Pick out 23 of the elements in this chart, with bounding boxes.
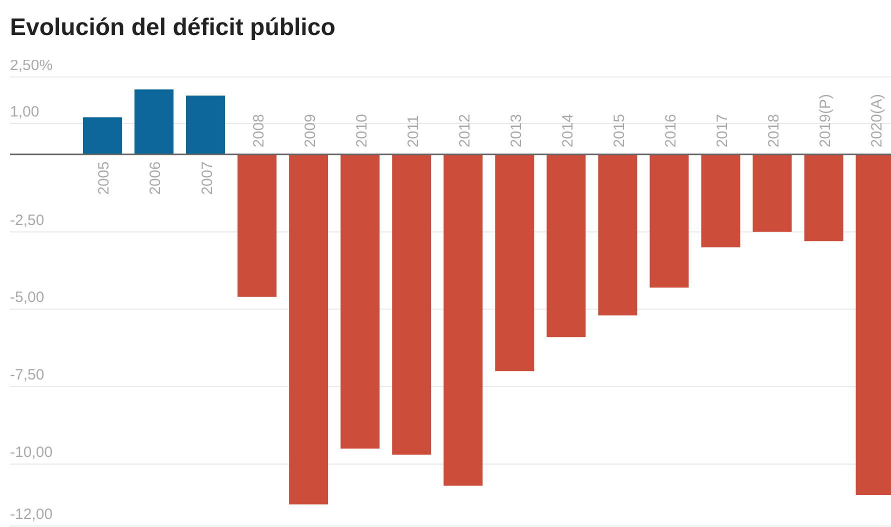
- x-tick-label: 2018: [766, 114, 783, 148]
- x-tick-label: 2009: [302, 114, 319, 148]
- x-tick-label: 2012: [456, 114, 474, 148]
- y-tick-label: -2,50: [10, 212, 44, 229]
- x-tick-label: 2007: [198, 161, 216, 195]
- x-tick-label: 2011: [404, 115, 422, 148]
- chart-title: Evolución del déficit público: [10, 14, 336, 41]
- y-tick-label: -7,50: [10, 366, 44, 384]
- x-tick-label: 2008: [250, 114, 268, 148]
- x-tick-label: 2017: [714, 114, 731, 148]
- x-tick-label: 2019(P): [817, 94, 834, 148]
- x-tick-label: 2005: [96, 161, 113, 195]
- y-tick-label: -5,00: [10, 289, 44, 306]
- y-tick-label: -12,00: [10, 506, 53, 523]
- x-tick-label: 2010: [353, 114, 370, 148]
- x-tick-label: 2014: [559, 114, 576, 148]
- x-tick-label: 2015: [610, 114, 628, 148]
- y-tick-label: 1,00: [10, 103, 40, 120]
- x-tick-label: 2020(A): [868, 94, 886, 148]
- x-tick-label: 2006: [147, 161, 164, 195]
- x-tick-label: 2013: [508, 114, 525, 148]
- x-tick-label: 2016: [662, 114, 680, 148]
- y-tick-label: -10,00: [10, 444, 53, 462]
